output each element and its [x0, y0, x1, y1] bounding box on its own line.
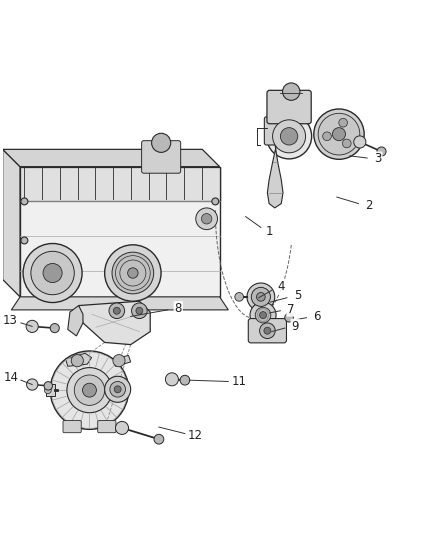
Circle shape — [44, 387, 51, 394]
Circle shape — [114, 386, 121, 393]
Circle shape — [180, 375, 190, 385]
Circle shape — [26, 320, 38, 333]
Text: 7: 7 — [287, 303, 295, 316]
Circle shape — [43, 263, 62, 282]
Circle shape — [318, 114, 360, 155]
Polygon shape — [113, 356, 131, 366]
Circle shape — [50, 324, 59, 333]
Circle shape — [201, 214, 212, 224]
Circle shape — [166, 373, 178, 386]
Circle shape — [264, 327, 271, 334]
Text: 12: 12 — [188, 429, 203, 442]
Text: 2: 2 — [365, 199, 373, 212]
Text: 9: 9 — [291, 320, 299, 333]
Circle shape — [196, 208, 218, 230]
Text: 6: 6 — [313, 310, 321, 323]
Circle shape — [74, 375, 105, 406]
FancyBboxPatch shape — [141, 141, 181, 173]
Circle shape — [31, 252, 74, 295]
Circle shape — [110, 382, 125, 397]
Circle shape — [23, 244, 82, 303]
FancyBboxPatch shape — [98, 421, 116, 433]
Polygon shape — [20, 167, 219, 297]
Circle shape — [251, 287, 270, 306]
Circle shape — [272, 120, 306, 153]
Circle shape — [105, 245, 161, 301]
FancyBboxPatch shape — [267, 90, 311, 124]
Circle shape — [257, 293, 265, 301]
Circle shape — [377, 147, 386, 156]
Circle shape — [323, 132, 332, 141]
Circle shape — [283, 83, 300, 100]
Text: 5: 5 — [294, 289, 301, 302]
Text: 11: 11 — [232, 375, 247, 388]
Bar — [46, 384, 55, 396]
Circle shape — [105, 376, 131, 402]
Circle shape — [131, 303, 147, 319]
Circle shape — [113, 354, 125, 367]
Circle shape — [247, 283, 275, 311]
Circle shape — [82, 383, 96, 397]
Circle shape — [109, 303, 125, 319]
Polygon shape — [267, 143, 283, 208]
Circle shape — [255, 308, 271, 323]
Polygon shape — [3, 149, 20, 297]
Polygon shape — [3, 149, 219, 167]
Circle shape — [71, 354, 83, 367]
Circle shape — [343, 139, 351, 148]
Polygon shape — [11, 297, 228, 310]
Circle shape — [21, 237, 28, 244]
Circle shape — [332, 127, 346, 141]
Text: 3: 3 — [374, 152, 381, 165]
Circle shape — [250, 302, 276, 328]
Circle shape — [212, 198, 219, 205]
Circle shape — [260, 323, 275, 338]
Circle shape — [67, 368, 112, 413]
Polygon shape — [78, 301, 150, 345]
Circle shape — [44, 382, 53, 390]
Circle shape — [339, 118, 347, 127]
Circle shape — [136, 308, 143, 314]
Circle shape — [152, 133, 171, 152]
Circle shape — [112, 252, 154, 294]
Circle shape — [154, 434, 164, 444]
Circle shape — [116, 422, 128, 434]
Circle shape — [285, 313, 293, 322]
Circle shape — [260, 312, 266, 319]
Polygon shape — [68, 305, 83, 336]
Circle shape — [113, 308, 120, 314]
FancyBboxPatch shape — [63, 421, 81, 433]
Circle shape — [280, 127, 298, 145]
FancyBboxPatch shape — [248, 319, 286, 343]
Circle shape — [27, 379, 38, 390]
Circle shape — [50, 351, 128, 429]
Text: 4: 4 — [277, 280, 285, 293]
Text: 13: 13 — [3, 314, 18, 327]
Circle shape — [314, 109, 364, 159]
Circle shape — [127, 268, 138, 278]
Circle shape — [235, 293, 244, 301]
Circle shape — [21, 198, 28, 205]
Text: 8: 8 — [175, 302, 182, 315]
Polygon shape — [66, 353, 92, 366]
Text: 14: 14 — [3, 371, 18, 384]
Circle shape — [266, 114, 312, 159]
Polygon shape — [20, 167, 219, 201]
Circle shape — [354, 136, 366, 148]
Text: 1: 1 — [266, 225, 273, 238]
FancyBboxPatch shape — [265, 117, 293, 145]
